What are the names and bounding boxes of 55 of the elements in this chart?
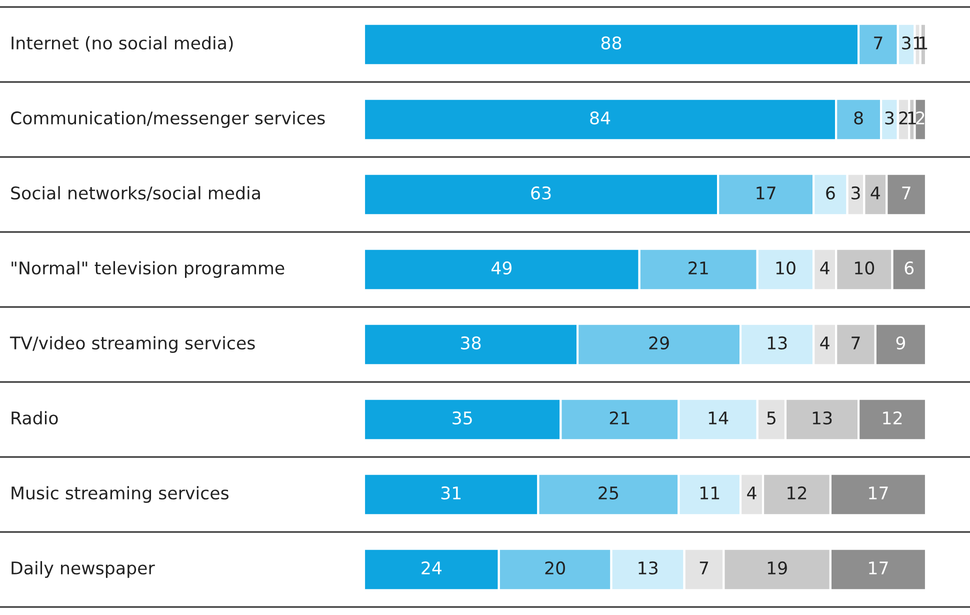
data-label: 1 xyxy=(908,112,916,124)
data-label: 2 xyxy=(899,111,908,124)
y-tick-label: Internet (no social media) xyxy=(12,36,233,52)
data-label: 13 xyxy=(812,411,832,425)
data-label: 4 xyxy=(820,336,830,350)
data-label: 6 xyxy=(904,261,914,275)
data-label: 10 xyxy=(855,261,874,275)
data-label: 3 xyxy=(885,111,894,125)
data-label: 1 xyxy=(920,36,928,50)
data-label: 10 xyxy=(776,261,796,275)
data-label: 7 xyxy=(700,562,708,574)
data-label: 17 xyxy=(756,186,776,200)
data-label: 84 xyxy=(590,111,610,125)
data-label: 4 xyxy=(820,262,830,274)
data-label: 21 xyxy=(688,261,708,274)
y-tick-label: Music streaming services xyxy=(12,486,228,503)
data-label: 5 xyxy=(767,412,776,425)
data-label: 24 xyxy=(422,561,442,574)
data-label: 17 xyxy=(869,486,888,500)
data-label: 29 xyxy=(649,336,669,350)
data-label: 4 xyxy=(747,486,756,500)
data-label: 63 xyxy=(531,186,551,200)
data-label: 6 xyxy=(826,186,835,200)
data-label: 7 xyxy=(852,336,860,350)
y-tick-label: Communication/messenger services xyxy=(10,111,325,128)
y-tick-label: Social networks/social media xyxy=(11,186,260,201)
data-label: 7 xyxy=(902,186,910,200)
data-label: 9 xyxy=(896,336,906,350)
data-label: 12 xyxy=(883,411,902,424)
data-label: 25 xyxy=(598,486,618,500)
y-tick-label: "Normal" television programme xyxy=(12,261,284,278)
data-label: 31 xyxy=(441,486,461,500)
data-label: 2 xyxy=(916,111,924,124)
data-label: 88 xyxy=(601,36,622,50)
data-label: 35 xyxy=(452,411,472,425)
data-label: 38 xyxy=(461,336,481,350)
data-label: 8 xyxy=(854,111,863,125)
data-label: 13 xyxy=(768,336,787,350)
data-label: 11 xyxy=(700,486,720,500)
data-label: 21 xyxy=(610,411,630,424)
data-label: 17 xyxy=(869,562,888,574)
data-label: 20 xyxy=(545,561,565,575)
data-label: 49 xyxy=(491,261,512,275)
y-tick-label: TV/video streaming services xyxy=(10,336,255,353)
data-label: 12 xyxy=(788,486,806,500)
data-label: 19 xyxy=(768,561,787,575)
data-label: 14 xyxy=(708,412,728,424)
y-tick-label: Radio xyxy=(12,411,58,425)
data-label: 4 xyxy=(870,186,880,200)
data-label: 3 xyxy=(902,36,910,50)
data-label: 13 xyxy=(638,561,658,575)
data-label: 7 xyxy=(874,36,882,50)
data-label: 1 xyxy=(914,36,922,50)
y-tick-label: Daily newspaper xyxy=(12,561,155,578)
data-label: 3 xyxy=(852,186,860,200)
